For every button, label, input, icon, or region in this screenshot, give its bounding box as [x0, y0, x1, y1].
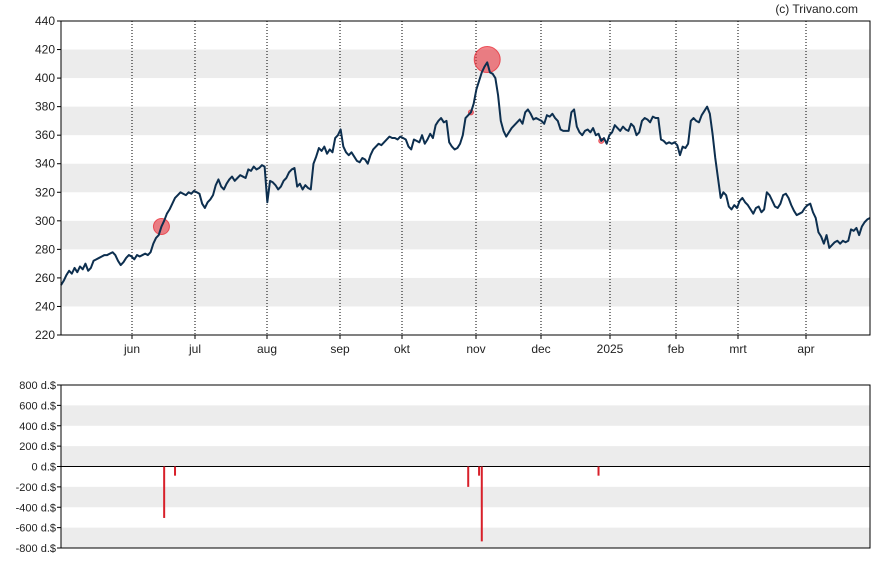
- volume-band: [61, 527, 870, 548]
- volume-y-tick-label: -600 d.$: [16, 523, 56, 535]
- price-panel-grid: [131, 21, 807, 335]
- y-tick-label: 360: [35, 128, 55, 142]
- volume-bar: [597, 466, 600, 476]
- volume-y-axis: 800 d.$ 600 d.$ 400 d.$ 200 d.$ 0 d.$ -200 d.…: [16, 380, 61, 555]
- volume-band: [61, 486, 870, 508]
- x-tick-label: dec: [531, 342, 550, 356]
- volume-y-tick-label: -400 d.$: [16, 502, 56, 514]
- price-band: [61, 220, 870, 250]
- y-tick-label: 280: [35, 242, 55, 256]
- volume-y-tick-label: -800 d.$: [16, 543, 56, 555]
- x-tick-label: apr: [797, 342, 814, 356]
- y-tick-label: 440: [35, 14, 55, 28]
- y-tick-label: 420: [35, 43, 55, 57]
- x-tick-label: 2025: [597, 342, 624, 356]
- x-tick-label: okt: [394, 342, 411, 356]
- y-tick-label: 400: [35, 71, 55, 85]
- copyright-label: (c) Trivano.com: [775, 2, 858, 16]
- volume-bar: [480, 466, 483, 542]
- x-tick-label: nov: [466, 342, 485, 356]
- volume-y-tick-label: 400 d.$: [19, 421, 56, 433]
- price-band: [61, 277, 870, 307]
- x-tick-label: jul: [188, 342, 201, 356]
- trade-marker: [473, 46, 501, 74]
- price-panel-frame: [60, 20, 871, 336]
- x-tick-label: aug: [257, 342, 277, 356]
- x-tick-label: mrt: [729, 342, 747, 356]
- volume-bars: [163, 466, 600, 542]
- volume-y-tick-label: 200 d.$: [19, 441, 56, 453]
- volume-y-tick-label: 600 d.$: [19, 400, 56, 412]
- y-tick-label: 220: [35, 328, 55, 342]
- y-tick-label: 380: [35, 100, 55, 114]
- volume-bar: [163, 466, 166, 518]
- volume-y-tick-label: 800 d.$: [19, 380, 56, 392]
- y-tick-label: 240: [35, 299, 55, 313]
- volume-panel-bands: [61, 405, 870, 548]
- price-x-axis: jun jul aug sep okt nov dec 2025 feb mrt apr: [123, 335, 815, 356]
- price-y-axis: 220 240 260 280 300 320 340 360 380 400 420 440: [35, 14, 61, 342]
- price-panel-bands: [61, 49, 870, 307]
- price-band: [61, 49, 870, 79]
- x-tick-label: jun: [123, 342, 140, 356]
- y-tick-label: 340: [35, 157, 55, 171]
- volume-y-tick-label: 0 d.$: [32, 462, 56, 474]
- price-line: [60, 61, 871, 286]
- y-tick-label: 300: [35, 214, 55, 228]
- x-tick-label: sep: [330, 342, 350, 356]
- y-tick-label: 320: [35, 185, 55, 199]
- volume-y-tick-label: -200 d.$: [16, 482, 56, 494]
- volume-band: [61, 405, 870, 426]
- volume-bar: [174, 466, 177, 476]
- y-tick-label: 260: [35, 271, 55, 285]
- volume-bar: [478, 466, 481, 476]
- x-tick-label: feb: [668, 342, 685, 356]
- volume-bar: [467, 466, 470, 487]
- volume-band: [61, 446, 870, 467]
- price-band: [61, 163, 870, 193]
